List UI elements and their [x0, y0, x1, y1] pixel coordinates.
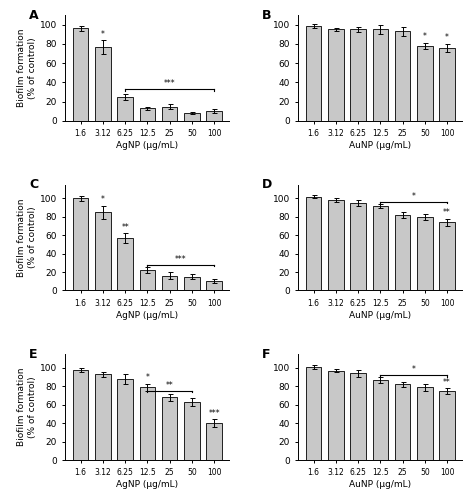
Bar: [206, 112, 222, 121]
Bar: [140, 270, 155, 290]
Bar: [184, 402, 200, 460]
Text: *: *: [445, 34, 449, 42]
X-axis label: AgNP (μg/mL): AgNP (μg/mL): [116, 480, 178, 489]
Text: *: *: [101, 196, 105, 204]
Bar: [373, 380, 388, 460]
Bar: [328, 30, 344, 121]
Bar: [328, 370, 344, 460]
Text: ***: ***: [164, 79, 176, 88]
X-axis label: AgNP (μg/mL): AgNP (μg/mL): [116, 310, 178, 320]
Bar: [417, 46, 432, 121]
Bar: [306, 367, 321, 460]
X-axis label: AuNP (μg/mL): AuNP (μg/mL): [349, 310, 411, 320]
Bar: [184, 276, 200, 290]
Text: **: **: [121, 223, 129, 232]
Text: ***: ***: [208, 409, 220, 418]
Y-axis label: Biofilm formation
(% of control): Biofilm formation (% of control): [17, 28, 37, 107]
Bar: [373, 206, 388, 290]
Bar: [395, 384, 410, 460]
Text: *: *: [412, 366, 416, 374]
Bar: [95, 212, 111, 290]
Text: A: A: [29, 8, 39, 22]
Bar: [117, 379, 133, 460]
Text: *: *: [412, 192, 416, 201]
Text: C: C: [29, 178, 38, 191]
Y-axis label: Biofilm formation
(% of control): Biofilm formation (% of control): [17, 198, 37, 277]
Bar: [117, 238, 133, 290]
Text: E: E: [29, 348, 38, 360]
Bar: [140, 387, 155, 460]
Bar: [306, 26, 321, 121]
Bar: [350, 30, 366, 121]
X-axis label: AgNP (μg/mL): AgNP (μg/mL): [116, 141, 178, 150]
X-axis label: AuNP (μg/mL): AuNP (μg/mL): [349, 480, 411, 489]
Bar: [117, 97, 133, 121]
Bar: [306, 196, 321, 290]
Text: **: **: [443, 378, 451, 387]
Bar: [328, 200, 344, 290]
Bar: [140, 108, 155, 121]
X-axis label: AuNP (μg/mL): AuNP (μg/mL): [349, 141, 411, 150]
Bar: [417, 217, 432, 290]
Bar: [73, 28, 88, 121]
Bar: [350, 203, 366, 290]
Bar: [73, 370, 88, 460]
Text: D: D: [262, 178, 272, 191]
Y-axis label: Biofilm formation
(% of control): Biofilm formation (% of control): [17, 368, 37, 446]
Bar: [95, 374, 111, 460]
Text: **: **: [443, 208, 451, 217]
Bar: [162, 106, 177, 121]
Bar: [73, 198, 88, 290]
Bar: [439, 391, 455, 460]
Bar: [184, 113, 200, 121]
Bar: [350, 374, 366, 460]
Bar: [206, 282, 222, 290]
Text: **: **: [166, 381, 174, 390]
Text: ***: ***: [175, 255, 187, 264]
Bar: [162, 398, 177, 460]
Text: *: *: [423, 32, 427, 42]
Bar: [439, 222, 455, 290]
Bar: [439, 48, 455, 121]
Bar: [206, 423, 222, 460]
Bar: [417, 387, 432, 460]
Bar: [162, 276, 177, 290]
Bar: [95, 47, 111, 121]
Text: B: B: [262, 8, 272, 22]
Text: *: *: [145, 373, 149, 382]
Bar: [373, 30, 388, 121]
Text: *: *: [101, 30, 105, 38]
Bar: [395, 32, 410, 121]
Text: F: F: [262, 348, 271, 360]
Bar: [395, 215, 410, 290]
